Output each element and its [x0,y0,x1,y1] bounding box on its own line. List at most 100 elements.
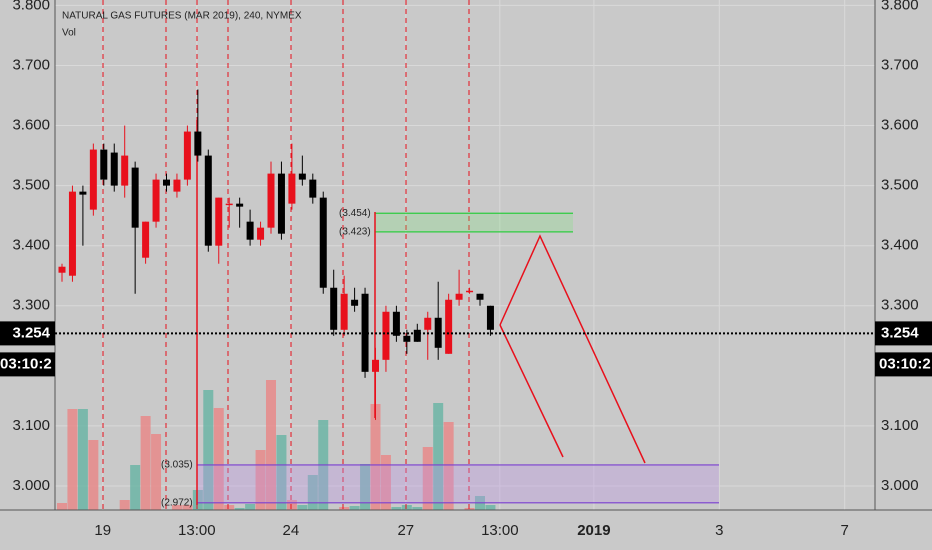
level-label: (3.035) [161,460,193,471]
volume-bar [265,380,276,510]
candle-body [194,131,202,156]
y-tick-label: 3.100 [881,417,919,434]
candle-body [79,191,87,195]
volume-bar [412,507,423,510]
countdown-badge [0,352,55,377]
y-tick-label: 3.000 [12,477,50,494]
volume-bar [255,450,266,510]
volume-bar [443,422,454,510]
candle-body [152,179,160,222]
candle-body [58,266,66,273]
candle-body [204,155,212,246]
candle-body [413,329,421,342]
volume-bar [119,500,130,510]
y-tick-label: 3.300 [12,297,50,314]
candle-body [403,335,411,342]
volume-bar [203,390,214,510]
last-price-label: 3.254 [881,324,919,341]
x-tick-label: 24 [283,522,300,539]
candle-body [225,203,233,206]
x-tick-label: 19 [94,522,111,539]
volume-bar [380,455,391,510]
candle-body [476,293,484,300]
volume-bar [140,416,151,510]
candles [58,89,494,420]
candle-body [121,155,129,186]
y-tick-label: 3.100 [12,417,50,434]
volume-bar [485,505,496,510]
candle-body [257,227,265,240]
candle-body [246,221,254,240]
candle-body [361,293,369,372]
volume-bar [234,508,245,510]
y-tick-label: 3.700 [12,56,50,73]
volume-bar [307,475,318,510]
x-tick-label: 7 [841,522,849,539]
session-lines [102,0,470,510]
countdown: 03:10:2 [0,355,52,372]
levels: (3.454) (3.423) (3.035) (2.972) [161,208,719,508]
x-tick-label: 27 [397,522,414,539]
volume-bar [77,409,88,510]
y-tick-label: 3.600 [881,117,919,134]
x-tick-label: 13:00 [481,522,519,539]
volume-bar [182,505,193,510]
volume-bar [245,504,256,510]
volume-bar [171,505,182,510]
candle-body [392,311,400,336]
candle-body [100,149,108,180]
volume-bar [349,506,360,510]
candle-body [288,173,296,204]
candle-body [173,179,181,192]
y-tick-label: 3.000 [881,477,919,494]
x-tick-label: 2019 [577,522,610,539]
level-label: (3.423) [339,227,371,238]
candle-body [455,293,463,300]
level-label: (3.454) [339,208,371,219]
volume-bar [276,435,287,510]
candle-body [382,311,390,360]
candle-body [68,191,76,276]
candle-body [486,305,494,330]
candle-body [371,359,379,372]
candle-body [162,179,170,186]
candle-body [434,317,442,348]
candle-body [298,173,306,180]
candle-body [142,221,150,258]
volume-bar [433,403,444,510]
price-badge [875,321,932,346]
candle-body [277,173,285,234]
volume-bar [192,490,203,510]
y-tick-label: 3.800 [12,0,50,13]
volume-bar [401,505,412,510]
candle-body [131,167,139,228]
level-box [375,213,573,232]
chart-title: NATURAL GAS FUTURES (MAR 2019), 240, NYM… [62,11,302,22]
volume-bar [67,409,78,510]
level-label: (2.972) [161,497,193,508]
volume-bar [370,404,381,510]
price-badge [0,321,55,346]
y-tick-label: 3.600 [12,117,50,134]
y-tick-label: 3.800 [881,0,919,13]
countdown-badge [875,352,932,377]
countdown: 03:10:2 [879,355,931,372]
candle-body [183,131,191,180]
volume-bar [286,500,297,510]
y-tick-label: 3.400 [881,237,919,254]
candle-body [351,299,359,306]
candle-body [330,287,338,330]
volume-bar [391,507,402,510]
candle-body [309,179,317,198]
candle-body [319,197,327,288]
volume-bar [213,408,224,510]
last-price-label: 3.254 [12,324,50,341]
candle-body [110,152,118,186]
x-tick-label: 13:00 [178,522,216,539]
projection [499,234,646,464]
candle-body [445,299,453,354]
candle-body [89,149,97,210]
projection [499,324,564,458]
